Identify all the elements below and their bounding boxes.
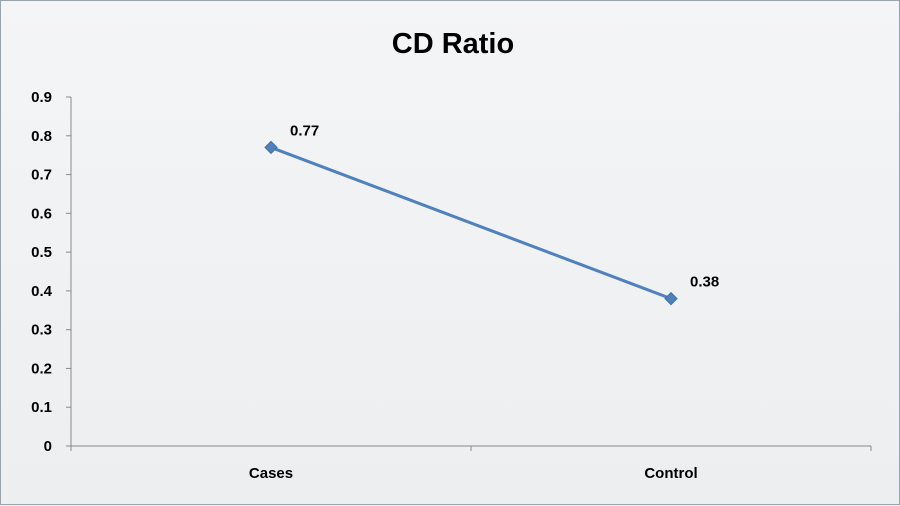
x-tick-label: Control bbox=[644, 465, 697, 482]
y-tick-label: 0 bbox=[44, 438, 52, 455]
y-tick-label: 0.2 bbox=[31, 360, 52, 377]
data-label: 0.77 bbox=[290, 122, 319, 139]
data-point-marker bbox=[664, 291, 678, 306]
x-tick-label: Cases bbox=[249, 465, 293, 482]
data-label: 0.38 bbox=[690, 274, 719, 291]
y-axis-ticks: 0 0.1 0.2 0.3 0.4 0.5 0.6 0.7 0.8 0.9 bbox=[31, 89, 71, 455]
y-tick-label: 0.8 bbox=[31, 128, 52, 145]
y-tick-label: 0.9 bbox=[31, 89, 52, 106]
chart-title: CD Ratio bbox=[392, 28, 514, 60]
y-tick-label: 0.4 bbox=[31, 283, 53, 300]
y-tick-label: 0.7 bbox=[31, 167, 52, 184]
data-point-marker bbox=[264, 140, 278, 155]
series-line bbox=[270, 146, 672, 301]
x-axis-ticks: Cases Control bbox=[70, 446, 872, 482]
axes bbox=[70, 97, 871, 447]
y-tick-label: 0.6 bbox=[31, 205, 52, 222]
y-tick-label: 0.3 bbox=[31, 322, 52, 339]
series-layer bbox=[264, 140, 678, 306]
y-tick-label: 0.5 bbox=[31, 244, 52, 261]
data-labels: 0.77 0.38 bbox=[290, 122, 719, 290]
y-tick-label: 0.1 bbox=[31, 399, 52, 416]
